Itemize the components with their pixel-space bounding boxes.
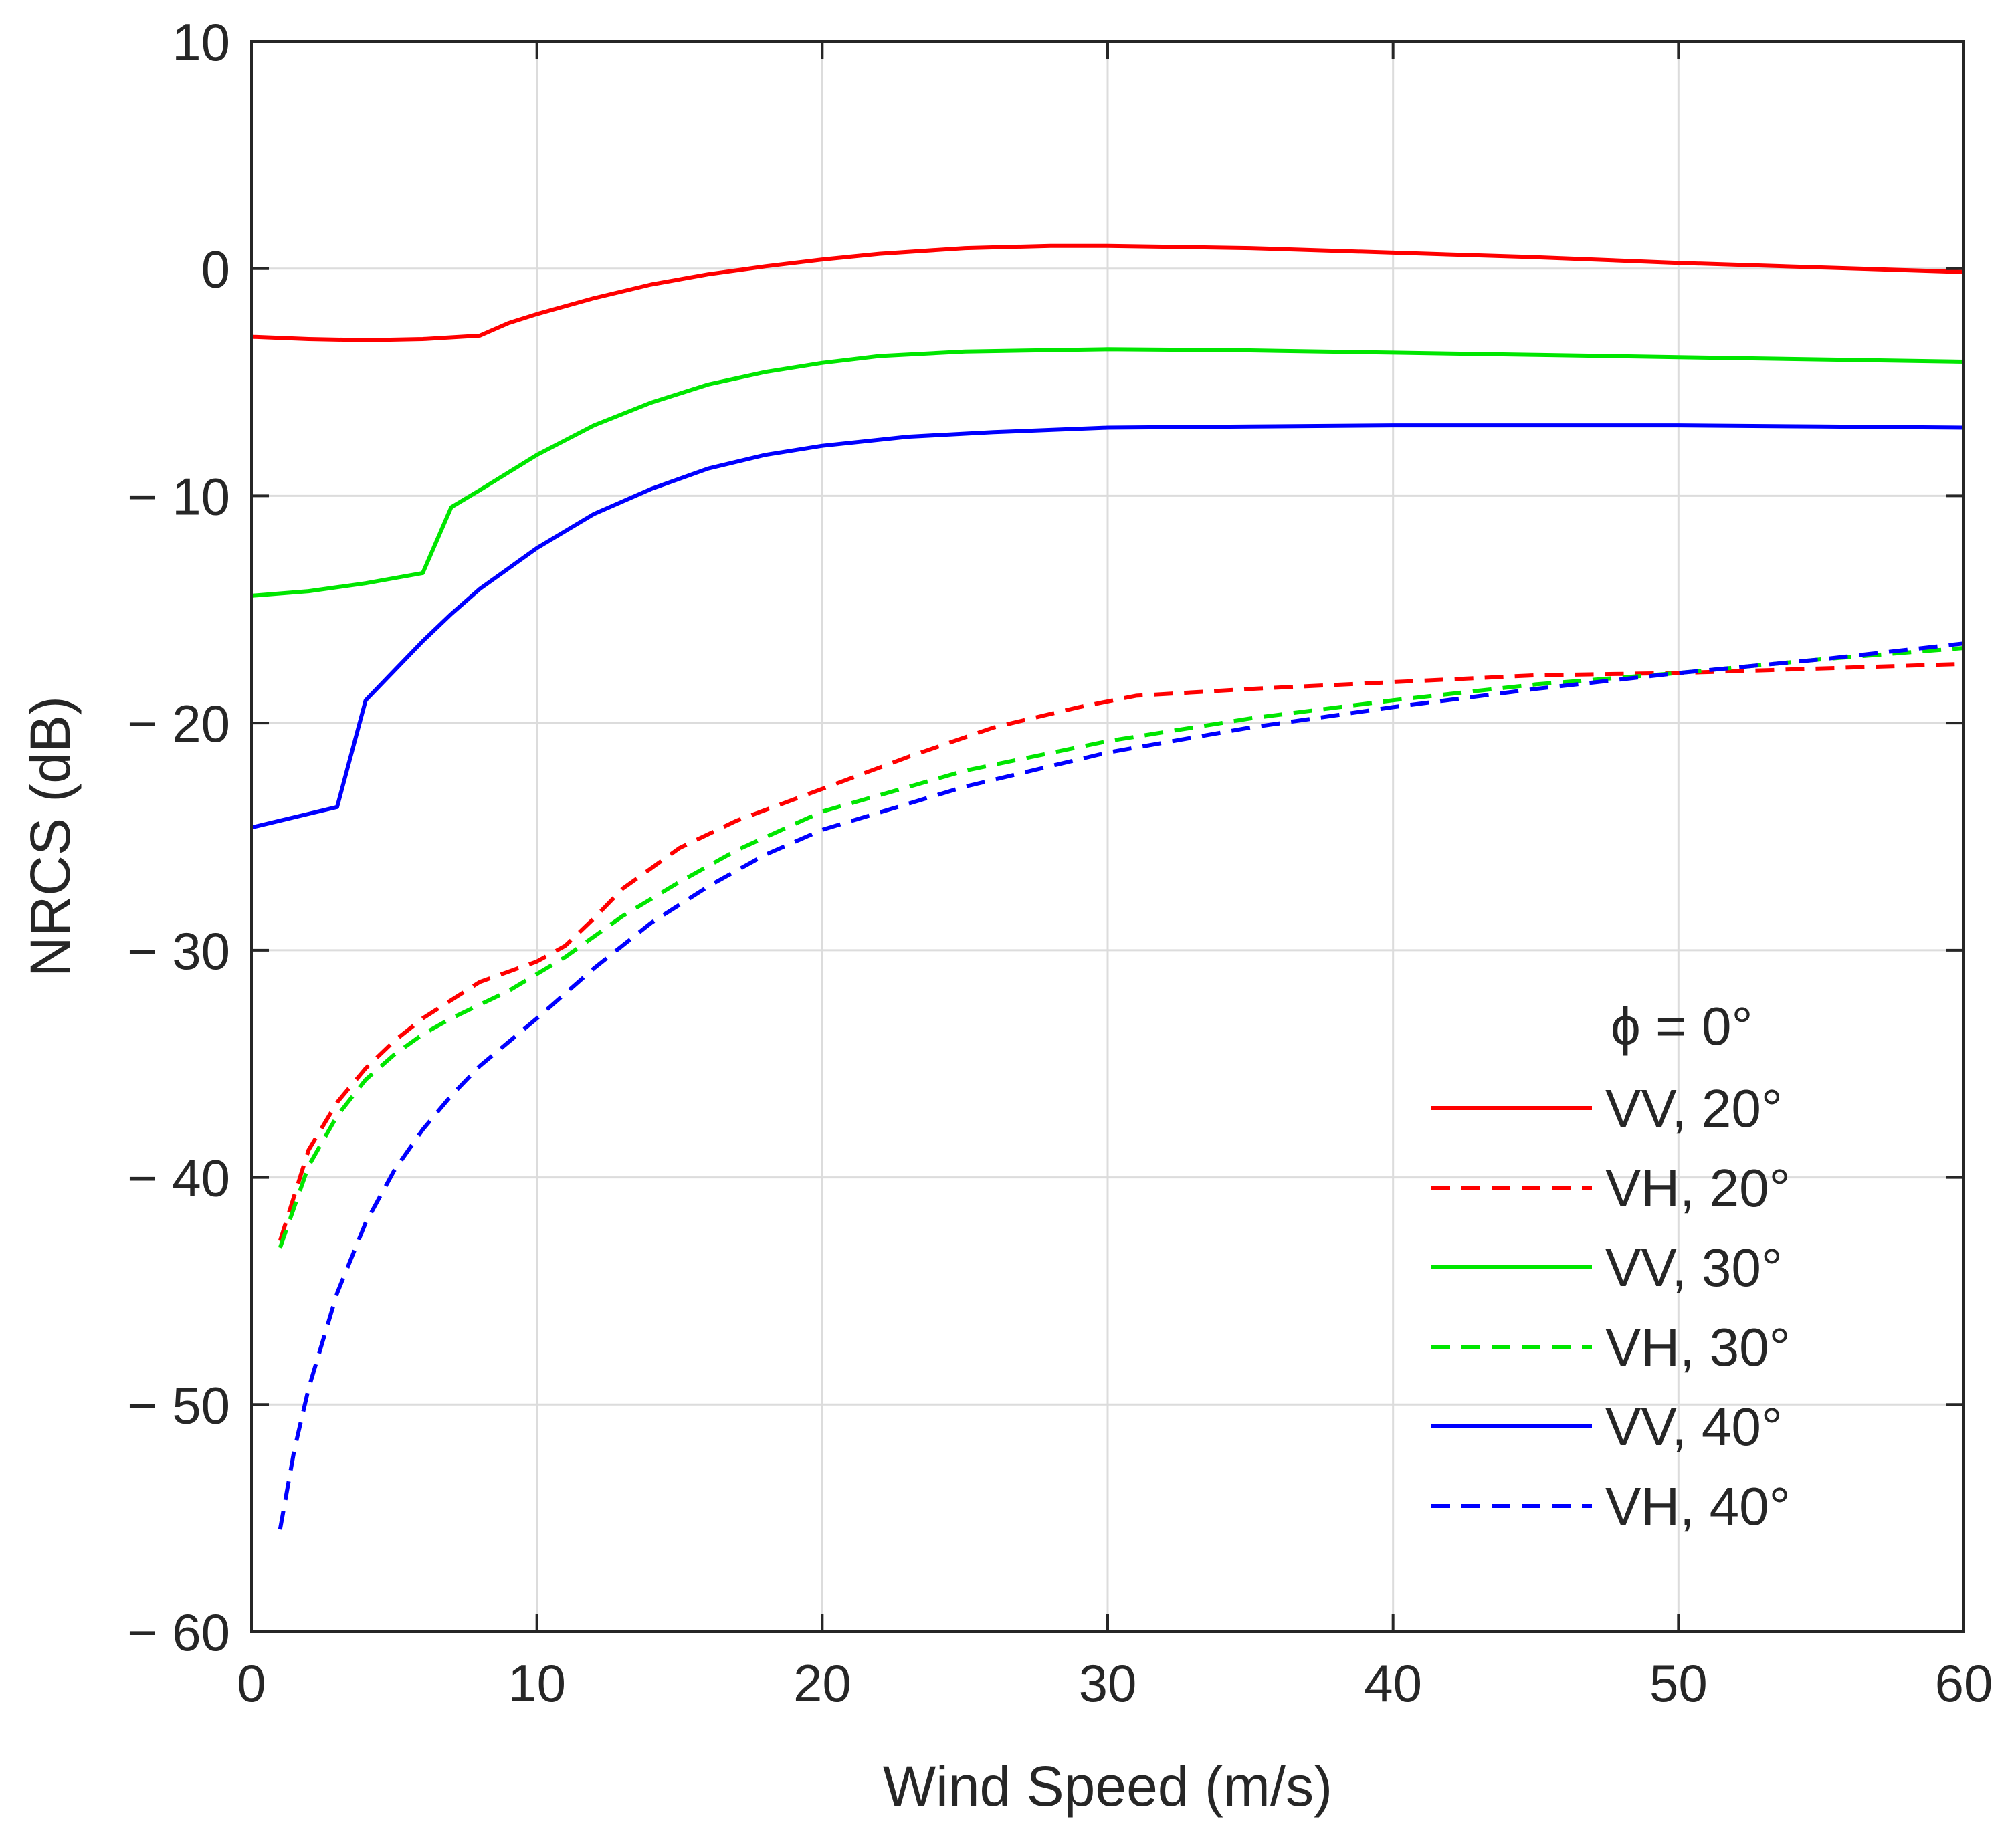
x-tick-label: 20	[793, 1654, 851, 1713]
y-tick-label: − 10	[127, 467, 230, 526]
x-tick-label: 40	[1364, 1654, 1422, 1713]
y-tick-label: − 50	[127, 1376, 230, 1434]
series-line-5	[278, 641, 1964, 1530]
legend-label-2: VV, 30°	[1605, 1238, 1783, 1297]
y-tick-label: − 30	[127, 922, 230, 980]
data-series	[251, 243, 1964, 1530]
legend-label-1: VH, 20°	[1605, 1158, 1791, 1218]
y-tick-label: − 40	[127, 1149, 230, 1208]
legend-items: VV, 20° VH, 20° VV, 30° VH, 30° VV, 40° VH, 4…	[1431, 1079, 1791, 1536]
legend-title: ϕ = 0°	[1611, 996, 1752, 1056]
y-tick-labels: 10 0 − 10 − 20 − 30 − 40 − 50 − 60	[127, 13, 230, 1662]
x-tick-label: 0	[237, 1654, 266, 1713]
x-tick-label: 60	[1935, 1654, 1993, 1713]
x-tick-labels: 0 10 20 30 40 50 60	[237, 1654, 1993, 1713]
x-tick-label: 10	[508, 1654, 566, 1713]
series-line-1	[278, 661, 1964, 1242]
y-tick-label: 0	[201, 240, 230, 299]
x-tick-label: 50	[1649, 1654, 1708, 1713]
series-line-2	[251, 347, 1964, 598]
y-tick-label: − 20	[127, 694, 230, 753]
legend-label-5: VH, 40°	[1605, 1477, 1791, 1536]
y-axis-label: NRCS (dB)	[19, 696, 82, 977]
legend: ϕ = 0° VV, 20° VH, 20° VV, 30° VH, 30° VV, 4…	[1431, 996, 1791, 1536]
series-line-4	[251, 423, 1964, 830]
legend-label-4: VV, 40°	[1605, 1397, 1783, 1456]
x-axis-label: Wind Speed (m/s)	[883, 1755, 1332, 1818]
legend-label-0: VV, 20°	[1605, 1079, 1783, 1138]
grid-lines	[251, 41, 1964, 1632]
series-line-0	[251, 243, 1964, 342]
y-tick-label: − 60	[127, 1603, 230, 1662]
legend-label-3: VH, 30°	[1605, 1317, 1791, 1377]
x-tick-label: 30	[1079, 1654, 1137, 1713]
series-line-3	[278, 646, 1964, 1249]
y-tick-label: 10	[172, 13, 230, 72]
axis-ticks	[250, 40, 1965, 1633]
